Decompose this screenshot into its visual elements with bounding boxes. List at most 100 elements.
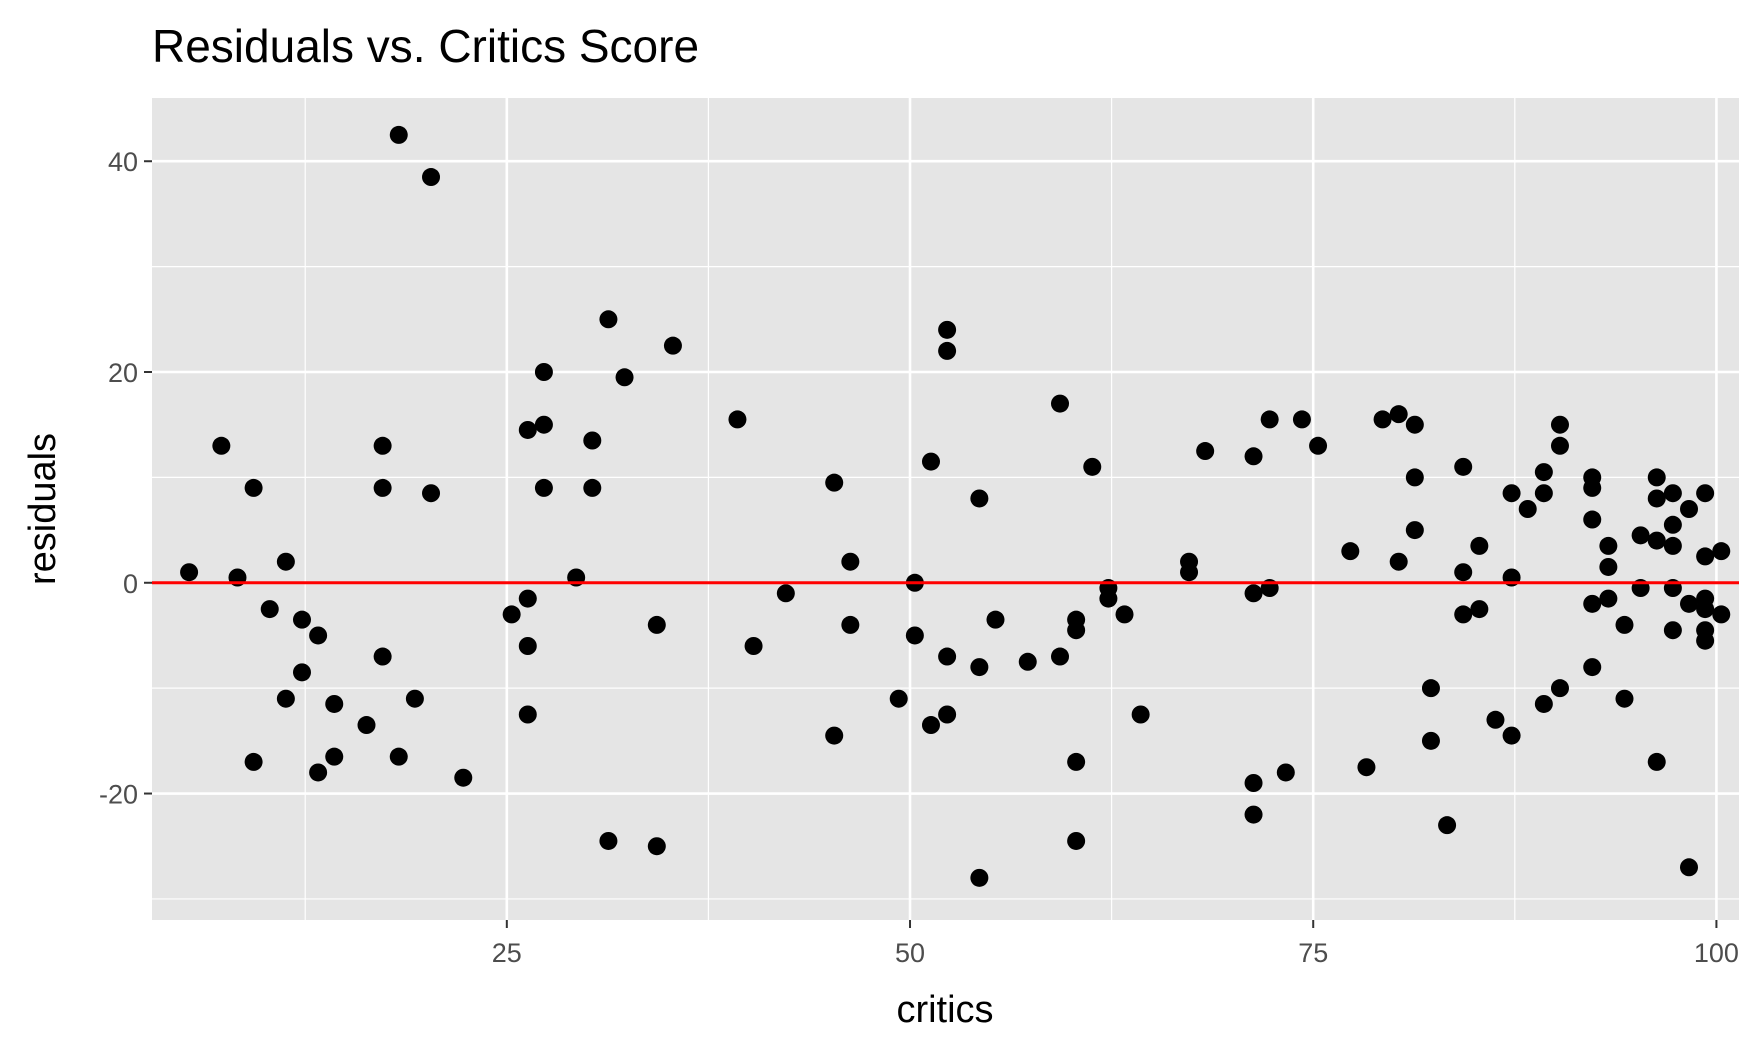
- data-point: [373, 436, 392, 455]
- data-point: [1647, 468, 1666, 487]
- data-point: [1534, 463, 1553, 482]
- data-point: [422, 168, 441, 187]
- y-tick-label: 0: [123, 569, 138, 599]
- data-point: [389, 747, 408, 766]
- data-point: [647, 615, 666, 634]
- data-point: [534, 415, 553, 434]
- data-point: [389, 125, 408, 144]
- residual-points: [180, 125, 1731, 887]
- data-point: [1309, 436, 1328, 455]
- data-point: [1244, 805, 1263, 824]
- data-point: [518, 705, 537, 724]
- data-point: [1712, 605, 1731, 624]
- data-point: [1470, 536, 1489, 555]
- x-tick-label: 100: [1694, 938, 1739, 968]
- data-point: [1583, 594, 1602, 613]
- data-point: [1534, 484, 1553, 503]
- data-point: [1067, 752, 1086, 771]
- minor-gridlines: [152, 98, 1739, 920]
- data-point: [1373, 410, 1392, 429]
- data-point: [1712, 542, 1731, 561]
- data-point: [1680, 500, 1699, 518]
- data-point: [1663, 484, 1682, 503]
- data-point: [1631, 526, 1650, 545]
- data-point: [260, 600, 279, 619]
- data-point: [309, 763, 328, 782]
- y-tick-label: -20: [99, 780, 138, 810]
- data-point: [1647, 531, 1666, 550]
- data-point: [1502, 726, 1521, 745]
- x-tick-label: 50: [895, 938, 925, 968]
- data-point: [1599, 557, 1618, 576]
- data-point: [599, 831, 618, 850]
- data-point: [1583, 510, 1602, 529]
- data-point: [1180, 563, 1199, 582]
- data-point: [1196, 442, 1215, 461]
- data-point: [1470, 600, 1489, 619]
- data-point: [938, 341, 957, 360]
- plot-panel: [152, 98, 1739, 920]
- data-point: [1244, 774, 1263, 792]
- data-point: [373, 478, 392, 497]
- data-point: [776, 584, 795, 603]
- data-point: [1244, 447, 1263, 466]
- data-point: [615, 368, 634, 387]
- data-point: [1454, 605, 1473, 624]
- data-point: [921, 452, 940, 471]
- data-point: [1615, 689, 1634, 708]
- data-point: [1438, 816, 1457, 835]
- data-point: [1405, 468, 1424, 487]
- data-point: [1115, 605, 1134, 624]
- data-point: [841, 615, 860, 634]
- data-point: [244, 752, 263, 771]
- data-point: [357, 716, 376, 735]
- data-point: [1083, 457, 1102, 476]
- data-point: [325, 694, 344, 713]
- data-point: [1276, 763, 1295, 782]
- data-point: [663, 336, 682, 355]
- data-point: [1051, 647, 1070, 666]
- data-point: [1131, 705, 1150, 724]
- y-axis-ticks: -20 0 20 40: [99, 147, 152, 810]
- data-point: [1599, 589, 1618, 608]
- data-point: [1518, 500, 1537, 518]
- data-point: [970, 868, 989, 887]
- x-axis-ticks: 25 50 75 100: [492, 920, 1739, 968]
- data-point: [212, 436, 231, 455]
- data-point: [1680, 858, 1699, 877]
- y-axis-title: residuals: [22, 433, 64, 585]
- data-point: [1421, 679, 1440, 698]
- data-point: [1067, 621, 1086, 640]
- data-point: [518, 589, 537, 608]
- x-tick-label: 25: [492, 938, 522, 968]
- data-point: [1599, 536, 1618, 555]
- data-point: [1647, 752, 1666, 771]
- data-point: [1663, 515, 1682, 534]
- chart-title: Residuals vs. Critics Score: [152, 20, 699, 72]
- data-point: [905, 626, 924, 645]
- data-point: [1550, 679, 1569, 698]
- data-point: [841, 552, 860, 571]
- data-point: [276, 689, 295, 708]
- y-tick-label: 20: [108, 358, 138, 388]
- data-point: [1550, 415, 1569, 434]
- data-point: [373, 647, 392, 666]
- data-point: [583, 431, 602, 450]
- data-point: [518, 420, 537, 439]
- data-point: [1099, 589, 1118, 608]
- data-point: [180, 563, 199, 582]
- data-point: [1051, 394, 1070, 413]
- data-point: [1421, 731, 1440, 750]
- data-point: [292, 663, 311, 682]
- data-point: [1341, 542, 1360, 561]
- data-point: [1454, 457, 1473, 476]
- data-point: [1696, 484, 1715, 503]
- data-point: [1696, 600, 1715, 619]
- data-point: [1018, 652, 1037, 671]
- y-tick-label: 40: [108, 147, 138, 177]
- data-point: [1502, 484, 1521, 503]
- data-point: [1486, 710, 1505, 729]
- data-point: [889, 689, 908, 708]
